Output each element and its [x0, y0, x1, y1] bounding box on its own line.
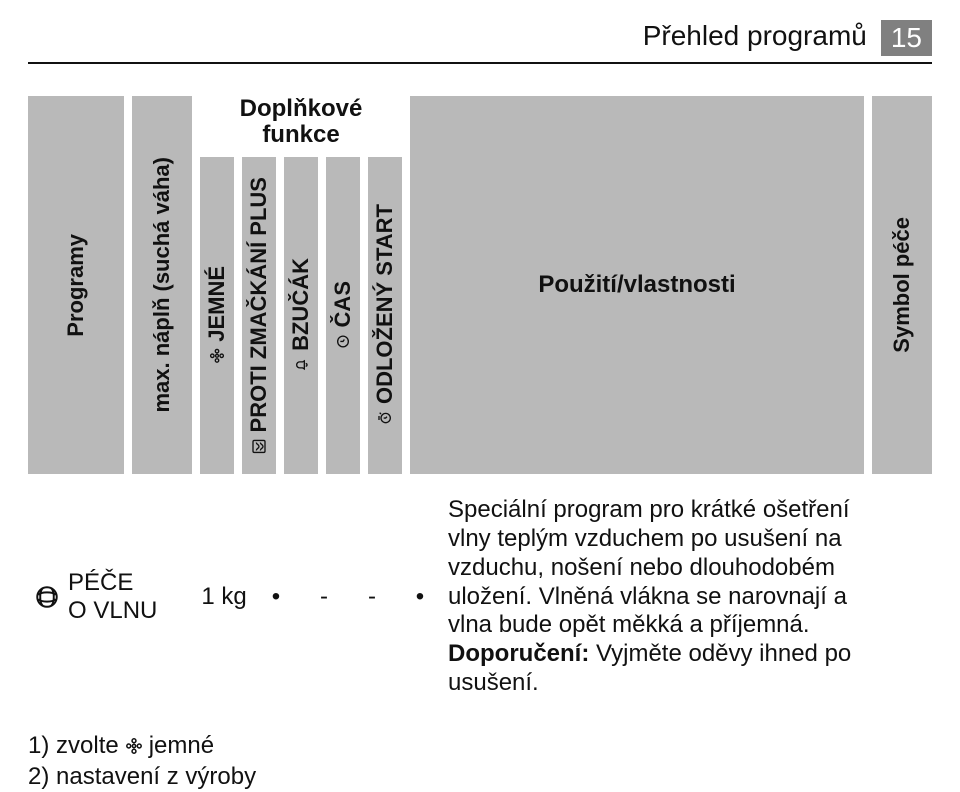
footnote-1-pre: 1) zvolte: [28, 730, 119, 761]
table-row: PÉČE O VLNU 1 kg • - - • Speciální progr…: [28, 482, 932, 712]
cell-symbol: [872, 482, 932, 712]
col-bzucak: BZUČÁK: [284, 157, 318, 474]
col-odloz-text: ODLOŽENÝ START: [372, 204, 398, 404]
col-programy: Programy: [28, 96, 124, 474]
clock-icon: [335, 334, 351, 350]
col-symbol: Symbol péče: [872, 96, 932, 474]
col-proti: PROTI ZMAČKÁNÍ PLUS: [242, 157, 276, 474]
col-jemne-label: JEMNÉ: [204, 266, 230, 364]
col-cas-label: ČAS: [330, 281, 356, 349]
footnote-1: 1) zvolte jemné: [28, 730, 932, 761]
desc-plain: Speciální program pro krátké ošetření vl…: [448, 496, 850, 638]
col-max-load: max. náplň (suchá váha): [132, 96, 192, 474]
col-cas-text: ČAS: [330, 281, 356, 327]
col-jemne-text: JEMNÉ: [204, 266, 230, 342]
footnote-1-post: jemné: [149, 730, 214, 761]
cell-description: Speciální program pro krátké ošetření vl…: [448, 482, 864, 712]
flower-icon: [209, 348, 225, 364]
desc-bold-label: Doporučení:: [448, 640, 589, 667]
table-header-row: Programy max. náplň (suchá váha) Doplňko…: [28, 96, 932, 474]
col-odloz-label: ODLOŽENÝ START: [372, 204, 398, 426]
col-bzucak-text: BZUČÁK: [288, 258, 314, 351]
header-rule: [28, 62, 932, 64]
cell-program: PÉČE O VLNU: [28, 482, 192, 712]
col-group-funkce-label: Doplňkové funkce: [200, 96, 402, 149]
col-proti-label: PROTI ZMAČKÁNÍ PLUS: [246, 177, 272, 454]
cell-program-label: PÉČE O VLNU: [68, 569, 157, 624]
cell-max-load: 1 kg: [200, 482, 248, 712]
col-jemne: JEMNÉ: [200, 157, 234, 474]
col-proti-text: PROTI ZMAČKÁNÍ PLUS: [246, 177, 272, 432]
col-cas: ČAS: [326, 157, 360, 474]
flower-icon: [125, 737, 143, 755]
col-programy-label: Programy: [63, 234, 89, 337]
footnote-2: 2) nastavení z výroby: [28, 761, 932, 792]
cell-jemne: •: [256, 482, 296, 712]
col-group-funkce: Doplňkové funkce JEMNÉ: [200, 96, 402, 474]
footnotes: 1) zvolte jemné 2) nastavení z výroby: [28, 730, 932, 792]
col-pouziti-label: Použití/vlastnosti: [538, 271, 735, 299]
wool-icon: [34, 584, 60, 610]
cell-odloz: •: [400, 482, 440, 712]
anticrease-icon: [251, 438, 267, 454]
cell-proti: -: [304, 482, 344, 712]
delay-start-icon: [377, 410, 393, 426]
col-bzucak-label: BZUČÁK: [288, 258, 314, 373]
cell-bzucak: -: [352, 482, 392, 712]
col-max-load-label: max. náplň (suchá váha): [149, 157, 175, 413]
col-symbol-label: Symbol péče: [889, 217, 915, 353]
page-number-badge: 15: [881, 20, 932, 56]
page-title: Přehled programů: [643, 20, 867, 52]
col-pouziti: Použití/vlastnosti: [410, 96, 864, 474]
col-odloz: ODLOŽENÝ START: [368, 157, 402, 474]
program-table: Programy max. náplň (suchá váha) Doplňko…: [28, 96, 932, 712]
bell-icon: [293, 357, 309, 373]
